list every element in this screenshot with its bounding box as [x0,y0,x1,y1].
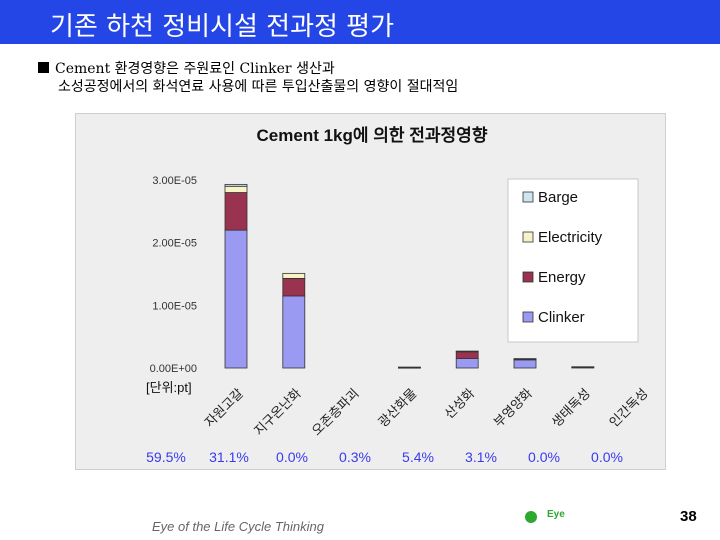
bullet-line-1: Cement 환경영향은 주원료인 Clinker 생산과 [38,60,698,78]
category-label: 부영양화 [491,386,535,430]
category-labels: 자원고갈 지구온난화 오존층파괴 광산화물 산성화 부영양화 생태독성 인간독성 [202,386,651,439]
bar-barge [224,183,248,187]
legend-swatch [522,311,534,323]
bar-clinker [224,229,248,369]
percentage-label: 0.0% [528,449,560,465]
category-label: 생태독성 [549,386,593,430]
bar-electricity [397,366,421,369]
bar-clinker [513,359,537,369]
logo: Eye [525,509,575,523]
percentage-label: 59.5% [146,449,186,465]
y-tick-label: 1.00E-05 [152,300,197,312]
percentage-label: 31.1% [209,449,249,465]
logo-dot-icon [525,511,537,523]
category-label: 지구온난화 [252,386,305,439]
chart-title: Cement 1kg에 의한 전과정영향 [257,125,488,145]
percentage-label: 0.0% [276,449,308,465]
percentage-label: 3.1% [465,449,497,465]
bullet-text-1: Cement 환경영향은 주원료인 Clinker 생산과 [55,61,335,77]
y-tick-label: 2.00E-05 [152,238,197,250]
bar-electricity [282,272,306,279]
percentage-label: 5.4% [402,449,434,465]
chart-svg: Cement 1kg에 의한 전과정영향 [단위:pt] 0.00E+00 1.0… [146,125,651,465]
logo-text: Eye [547,509,565,520]
legend-label: Electricity [538,229,603,246]
bar-energy [224,192,248,231]
legend-label: Energy [538,269,586,286]
title-bar: 기존 하천 정비시설 전과정 평가 [0,0,720,44]
percentage-label: 0.0% [591,449,623,465]
percentage-label: 0.3% [339,449,371,465]
bar-clinker [455,358,479,369]
bar-electricity [224,185,248,193]
chart-container: Cement 1kg에 의한 전과정영향 [단위:pt] 0.00E+00 1.0… [75,113,666,470]
category-label: 인간독성 [607,386,651,430]
y-tick-label: 0.00E+00 [150,363,197,375]
footer-text: Eye of the Life Cycle Thinking [152,519,324,534]
category-label: 산성화 [442,386,478,422]
category-label: 광산화물 [376,386,420,430]
page-number: 38 [680,508,697,525]
bar-electricity [513,358,537,360]
legend-label: Clinker [538,309,585,326]
bars [224,183,595,369]
bar-electricity [571,366,595,368]
category-label: 오존층파괴 [310,386,363,439]
bar-electricity [455,350,479,353]
legend-label: Barge [538,189,578,206]
bar-clinker [282,295,306,369]
bullet-text-2: 소성공정에서의 화석연료 사용에 따른 투입산출물의 영향이 절대적임 [58,79,459,95]
unit-label: [단위:pt] [146,380,192,395]
percentage-labels: 59.5% 31.1% 0.0% 0.3% 5.4% 3.1% 0.0% 0.0% [146,449,623,465]
bar-energy [455,351,479,359]
legend-swatch [522,231,534,243]
slide-title: 기존 하천 정비시설 전과정 평가 [50,12,395,42]
bullet-block: Cement 환경영향은 주원료인 Clinker 생산과 소성공정에서의 화석… [38,60,698,96]
legend-swatch [522,191,534,203]
legend: Barge Electricity Energy Clinker [507,178,639,343]
category-label: 자원고갈 [202,386,246,430]
legend-swatch [522,271,534,283]
y-tick-label: 3.00E-05 [152,175,197,187]
square-bullet-icon [38,62,49,73]
y-axis-ticks: 0.00E+00 1.00E-05 2.00E-05 3.00E-05 [150,175,197,375]
bar-energy [282,277,306,297]
